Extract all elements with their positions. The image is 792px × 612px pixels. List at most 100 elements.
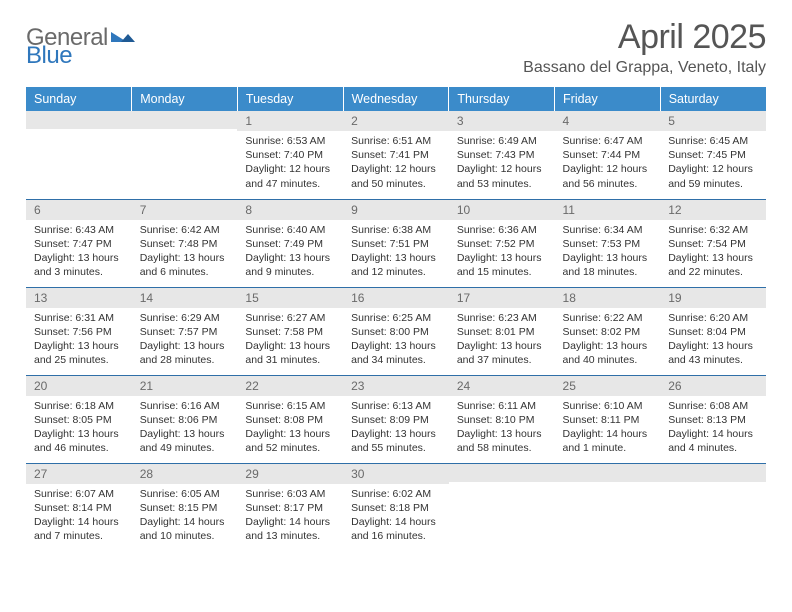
daylight-text: Daylight: 14 hours and 4 minutes. [668,427,758,455]
sunrise-text: Sunrise: 6:02 AM [351,487,441,501]
weekday-header-row: Sunday Monday Tuesday Wednesday Thursday… [26,87,766,111]
day-body: Sunrise: 6:11 AMSunset: 8:10 PMDaylight:… [449,396,555,462]
day-number: 9 [343,200,449,220]
sunrise-text: Sunrise: 6:32 AM [668,223,758,237]
sunset-text: Sunset: 7:53 PM [563,237,653,251]
weekday-header: Tuesday [237,87,343,111]
sunset-text: Sunset: 8:04 PM [668,325,758,339]
calendar-cell: 26Sunrise: 6:08 AMSunset: 8:13 PMDayligh… [660,375,766,463]
day-body: Sunrise: 6:23 AMSunset: 8:01 PMDaylight:… [449,308,555,374]
day-number: 11 [555,200,661,220]
sunset-text: Sunset: 8:05 PM [34,413,124,427]
calendar-cell: 13Sunrise: 6:31 AMSunset: 7:56 PMDayligh… [26,287,132,375]
day-body: Sunrise: 6:34 AMSunset: 7:53 PMDaylight:… [555,220,661,286]
sunrise-text: Sunrise: 6:40 AM [245,223,335,237]
day-body: Sunrise: 6:25 AMSunset: 8:00 PMDaylight:… [343,308,449,374]
daylight-text: Daylight: 13 hours and 37 minutes. [457,339,547,367]
calendar-body: 1Sunrise: 6:53 AMSunset: 7:40 PMDaylight… [26,111,766,551]
daylight-text: Daylight: 14 hours and 1 minute. [563,427,653,455]
sunrise-text: Sunrise: 6:47 AM [563,134,653,148]
sunset-text: Sunset: 7:44 PM [563,148,653,162]
daylight-text: Daylight: 13 hours and 15 minutes. [457,251,547,279]
sunrise-text: Sunrise: 6:27 AM [245,311,335,325]
day-body: Sunrise: 6:53 AMSunset: 7:40 PMDaylight:… [237,131,343,197]
day-number: 14 [132,288,238,308]
daylight-text: Daylight: 13 hours and 34 minutes. [351,339,441,367]
day-body: Sunrise: 6:18 AMSunset: 8:05 PMDaylight:… [26,396,132,462]
day-number: 28 [132,464,238,484]
calendar-cell: 15Sunrise: 6:27 AMSunset: 7:58 PMDayligh… [237,287,343,375]
header: General April 2025 Bassano del Grappa, V… [26,18,766,77]
calendar-cell: 2Sunrise: 6:51 AMSunset: 7:41 PMDaylight… [343,111,449,199]
daylight-text: Daylight: 13 hours and 55 minutes. [351,427,441,455]
day-body: Sunrise: 6:22 AMSunset: 8:02 PMDaylight:… [555,308,661,374]
sunrise-text: Sunrise: 6:08 AM [668,399,758,413]
sunrise-text: Sunrise: 6:15 AM [245,399,335,413]
day-body: Sunrise: 6:51 AMSunset: 7:41 PMDaylight:… [343,131,449,197]
calendar-cell: 29Sunrise: 6:03 AMSunset: 8:17 PMDayligh… [237,463,343,551]
calendar-cell [449,463,555,551]
weekday-header: Sunday [26,87,132,111]
day-body: Sunrise: 6:42 AMSunset: 7:48 PMDaylight:… [132,220,238,286]
daylight-text: Daylight: 12 hours and 47 minutes. [245,162,335,190]
day-body: Sunrise: 6:13 AMSunset: 8:09 PMDaylight:… [343,396,449,462]
daylight-text: Daylight: 13 hours and 40 minutes. [563,339,653,367]
calendar-cell [555,463,661,551]
day-body: Sunrise: 6:16 AMSunset: 8:06 PMDaylight:… [132,396,238,462]
sunrise-text: Sunrise: 6:29 AM [140,311,230,325]
sunset-text: Sunset: 7:43 PM [457,148,547,162]
sunrise-text: Sunrise: 6:42 AM [140,223,230,237]
brand-mark-icon [111,28,135,51]
weekday-header: Saturday [660,87,766,111]
sunset-text: Sunset: 8:15 PM [140,501,230,515]
sunset-text: Sunset: 8:14 PM [34,501,124,515]
sunset-text: Sunset: 8:09 PM [351,413,441,427]
sunset-text: Sunset: 7:54 PM [668,237,758,251]
daylight-text: Daylight: 13 hours and 52 minutes. [245,427,335,455]
day-number: 12 [660,200,766,220]
sunrise-text: Sunrise: 6:25 AM [351,311,441,325]
daylight-text: Daylight: 12 hours and 50 minutes. [351,162,441,190]
sunset-text: Sunset: 8:11 PM [563,413,653,427]
calendar-cell: 10Sunrise: 6:36 AMSunset: 7:52 PMDayligh… [449,199,555,287]
calendar-cell: 20Sunrise: 6:18 AMSunset: 8:05 PMDayligh… [26,375,132,463]
weekday-header: Monday [132,87,238,111]
location: Bassano del Grappa, Veneto, Italy [523,59,766,77]
sunset-text: Sunset: 8:10 PM [457,413,547,427]
calendar-cell: 16Sunrise: 6:25 AMSunset: 8:00 PMDayligh… [343,287,449,375]
sunrise-text: Sunrise: 6:18 AM [34,399,124,413]
brand-line2: Blue [26,42,72,70]
sunset-text: Sunset: 7:47 PM [34,237,124,251]
calendar-cell: 12Sunrise: 6:32 AMSunset: 7:54 PMDayligh… [660,199,766,287]
calendar-cell: 19Sunrise: 6:20 AMSunset: 8:04 PMDayligh… [660,287,766,375]
daylight-text: Daylight: 13 hours and 6 minutes. [140,251,230,279]
calendar-cell: 1Sunrise: 6:53 AMSunset: 7:40 PMDaylight… [237,111,343,199]
day-number: 21 [132,376,238,396]
sunset-text: Sunset: 8:06 PM [140,413,230,427]
daylight-text: Daylight: 13 hours and 9 minutes. [245,251,335,279]
calendar-cell: 23Sunrise: 6:13 AMSunset: 8:09 PMDayligh… [343,375,449,463]
sunrise-text: Sunrise: 6:31 AM [34,311,124,325]
day-number: 24 [449,376,555,396]
sunset-text: Sunset: 7:52 PM [457,237,547,251]
sunset-text: Sunset: 8:00 PM [351,325,441,339]
day-number: 16 [343,288,449,308]
weekday-header: Friday [555,87,661,111]
sunset-text: Sunset: 7:40 PM [245,148,335,162]
sunset-text: Sunset: 8:01 PM [457,325,547,339]
day-body: Sunrise: 6:27 AMSunset: 7:58 PMDaylight:… [237,308,343,374]
calendar-cell: 9Sunrise: 6:38 AMSunset: 7:51 PMDaylight… [343,199,449,287]
daylight-text: Daylight: 13 hours and 46 minutes. [34,427,124,455]
weekday-header: Thursday [449,87,555,111]
calendar-cell: 4Sunrise: 6:47 AMSunset: 7:44 PMDaylight… [555,111,661,199]
calendar-cell: 3Sunrise: 6:49 AMSunset: 7:43 PMDaylight… [449,111,555,199]
calendar-cell: 25Sunrise: 6:10 AMSunset: 8:11 PMDayligh… [555,375,661,463]
daylight-text: Daylight: 13 hours and 49 minutes. [140,427,230,455]
day-body: Sunrise: 6:08 AMSunset: 8:13 PMDaylight:… [660,396,766,462]
day-number: 2 [343,111,449,131]
calendar-cell: 30Sunrise: 6:02 AMSunset: 8:18 PMDayligh… [343,463,449,551]
day-number: 20 [26,376,132,396]
day-number: 29 [237,464,343,484]
sunrise-text: Sunrise: 6:36 AM [457,223,547,237]
calendar-row: 1Sunrise: 6:53 AMSunset: 7:40 PMDaylight… [26,111,766,199]
